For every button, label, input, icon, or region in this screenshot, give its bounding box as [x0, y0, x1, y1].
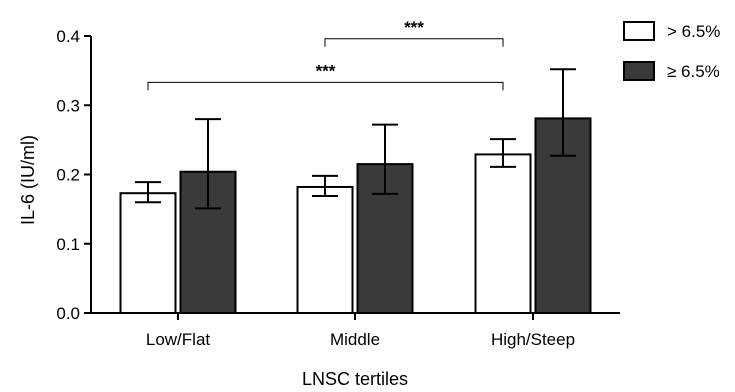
y-tick-label: 0.3 — [56, 96, 80, 115]
legend-swatch-2 — [623, 61, 655, 81]
axes-layer: 0.0 0.1 0.2 0.3 0.4 Low/Flat Middle High/Steep — [56, 27, 620, 349]
legend-swatch-1 — [623, 21, 655, 41]
significance-label: *** — [404, 18, 424, 37]
bar-low-flat-series-1 — [119, 192, 177, 314]
y-tick-label: 0.4 — [56, 27, 80, 46]
x-tick-label: High/Steep — [491, 330, 575, 349]
y-tick-label: 0.0 — [56, 304, 80, 323]
bar-middle-series-1 — [296, 185, 354, 314]
legend: > 6.5% ≥ 6.5% — [623, 21, 720, 81]
error-bars-layer — [135, 68, 576, 210]
significance-bracket-2 — [324, 38, 504, 47]
bars-layer — [119, 117, 592, 314]
y-axis-title: IL-6 (IU/ml) — [18, 135, 38, 225]
legend-label-2: ≥ 6.5% — [667, 62, 720, 81]
y-tick-label: 0.1 — [56, 235, 80, 254]
bar-high-steep-series-1 — [474, 153, 532, 314]
x-axis-title: LNSC tertiles — [302, 369, 408, 389]
x-tick-label: Low/Flat — [146, 330, 211, 349]
significance-bracket-1 — [147, 81, 504, 91]
significance-label: *** — [316, 61, 336, 80]
x-tick-label: Middle — [330, 330, 380, 349]
legend-label-1: > 6.5% — [667, 22, 720, 41]
y-tick-label: 0.2 — [56, 166, 80, 185]
significance-brackets: *** *** — [147, 18, 504, 91]
